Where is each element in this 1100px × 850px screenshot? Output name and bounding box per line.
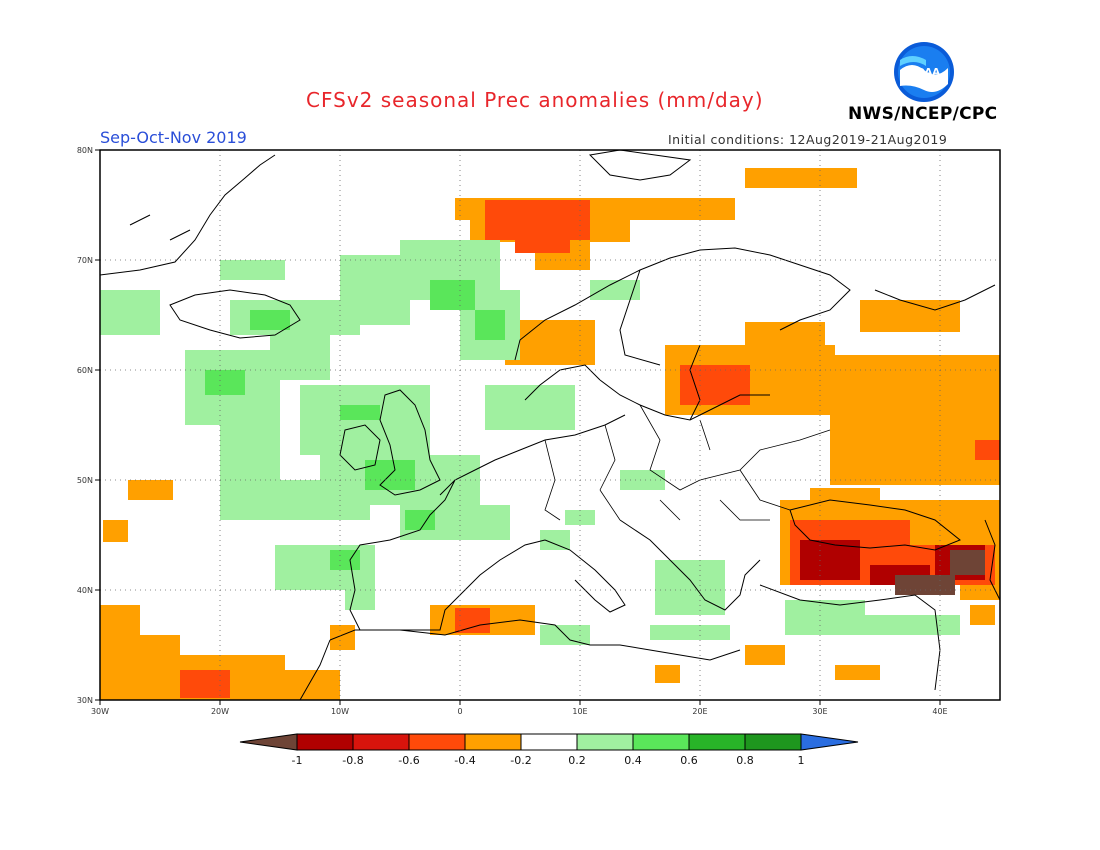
colorbar-label: -1 [292,754,303,767]
colorbar-swatch [464,733,522,751]
colorbar-label: 0.6 [680,754,698,767]
chart-title: CFSv2 seasonal Prec anomalies (mm/day) [306,88,764,112]
logo-text: NOAA [908,67,940,78]
colorbar-swatch [352,733,410,751]
colorbar-label: 1 [798,754,805,767]
lon-label: 0 [457,707,462,716]
colorbar-upper-triangle [800,733,859,751]
colorbar-lower-triangle [239,733,298,751]
colorbar-swatch [632,733,690,751]
lat-label: 80N [77,146,93,155]
lat-label: 40N [77,586,93,595]
noaa-logo-icon: NOAA [894,42,954,102]
lon-label: 30W [91,707,109,716]
anomaly-fields [100,168,1000,700]
colorbar-label: 0.4 [624,754,642,767]
lon-label: 10W [331,707,349,716]
colorbar-swatch [520,733,578,751]
map-frame [99,149,1001,701]
colorbar-label: -0.4 [454,754,475,767]
initial-conditions-label: Initial conditions: 12Aug2019-21Aug2019 [668,132,948,147]
organization-label: NWS/NCEP/CPC [848,104,998,124]
colorbar-label: -0.6 [398,754,419,767]
lon-label: 20E [692,707,707,716]
colorbar-swatch [408,733,466,751]
colorbar-label: -0.8 [342,754,363,767]
lat-label: 70N [77,256,93,265]
colorbar-swatch [744,733,802,751]
colorbar-swatch [688,733,746,751]
colorbar-label: 0.2 [568,754,586,767]
lon-label: 10E [572,707,587,716]
colorbar-swatch [576,733,634,751]
colorbar-swatch [296,733,354,751]
lat-label: 50N [77,476,93,485]
colorbar-label: 0.8 [736,754,754,767]
graticule [100,150,1000,700]
season-label: Sep-Oct-Nov 2019 [100,128,247,147]
colorbar-label: -0.2 [510,754,531,767]
lon-label: 30E [812,707,827,716]
lat-label: 60N [77,366,93,375]
lat-label: 30N [77,696,93,705]
lon-label: 40E [932,707,947,716]
lon-label: 20W [211,707,229,716]
colorbar [239,733,859,751]
